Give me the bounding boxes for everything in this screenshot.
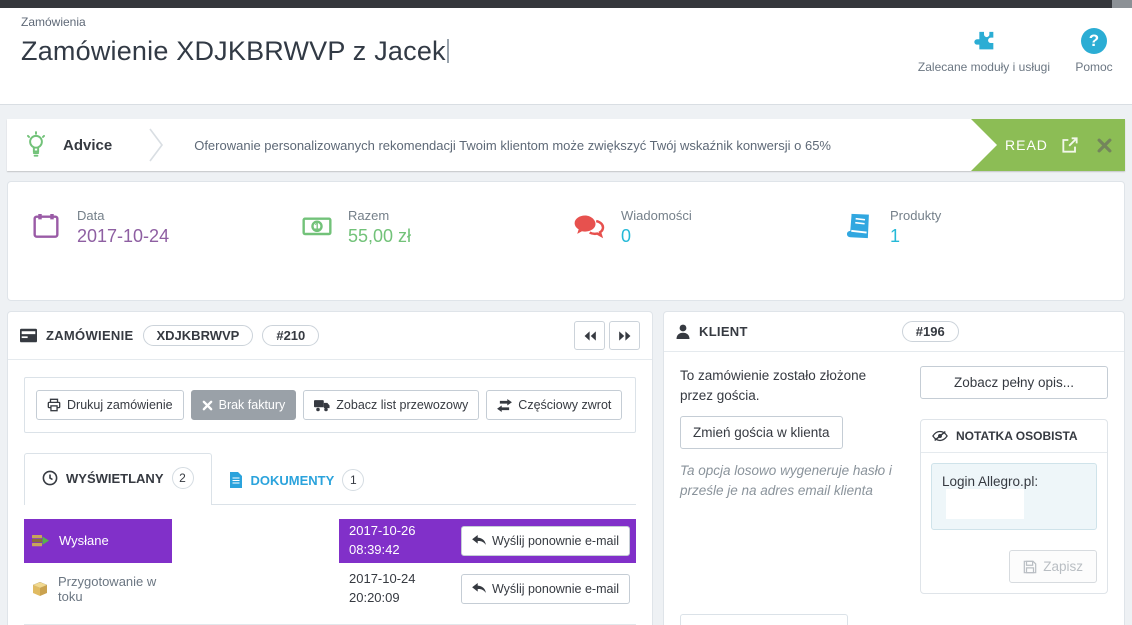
address-tabs: ADRES WYSYŁKI ADRES ROZLICZENIOWY <box>680 614 1124 625</box>
lightbulb-icon <box>23 130 49 160</box>
note-selection-highlight <box>946 489 1024 519</box>
swap-arrows-icon <box>497 398 513 412</box>
customer-panel-body: To zamówienie zostało złożone przez gośc… <box>664 352 1124 594</box>
x-mark-icon <box>202 400 213 411</box>
scrollbar[interactable] <box>1112 0 1132 8</box>
status-date: 2017-10-24 20:20:09 <box>349 570 416 605</box>
document-icon <box>229 472 243 488</box>
tab-count-badge: 1 <box>342 469 365 491</box>
personal-note-panel: NOTATKA OSOBISTA Login Allegro.pl: <box>920 419 1108 594</box>
kpi-messages: Wiadomości 0 <box>572 208 843 300</box>
eye-slash-icon <box>932 430 948 442</box>
book-icon <box>843 210 875 242</box>
advice-banner-left: Advice Oferowanie personalizowanych reko… <box>7 119 997 171</box>
kpi-label: Data <box>77 208 105 223</box>
customer-id-badge: #196 <box>901 321 959 342</box>
resend-email-button[interactable]: Wyślij ponownie e-mail <box>460 573 630 604</box>
top-bar <box>0 0 1132 8</box>
order-tabs: WYŚWIETLANY 2 DOKUMENTY 1 <box>24 453 636 505</box>
tab-documents[interactable]: DOKUMENTY 1 <box>212 456 382 504</box>
advice-message: Oferowanie personalizowanych rekomendacj… <box>194 137 831 153</box>
kpi-date: Data 2017-10-24 <box>30 208 301 300</box>
kpi-total: 1 Razem 55,00 zł <box>301 208 572 300</box>
kpi-label: Wiadomości <box>621 208 692 223</box>
help-button[interactable]: ? Pomoc <box>1064 24 1124 74</box>
status-row-shipped: Wysłane 2017-10-26 08:39:42 Wyślij pono <box>24 519 636 563</box>
partial-refund-button[interactable]: Częściowy zwrot <box>486 390 623 420</box>
calendar-icon <box>30 210 62 242</box>
kpi-value: 2017-10-24 <box>77 226 170 246</box>
page-title: Zamówienie XDJKBRWVP z Jacek <box>21 36 1122 67</box>
status-detail-cell: 2017-10-26 08:39:42 Wyślij ponownie e-ma… <box>339 519 636 563</box>
person-icon <box>676 324 690 339</box>
kpi-label: Razem <box>348 208 390 223</box>
messages-icon <box>572 210 606 242</box>
reply-arrow-icon <box>472 534 486 547</box>
order-card-icon <box>20 328 37 343</box>
header-tools: Zalecane moduły i usługi ? Pomoc <box>912 24 1124 74</box>
convert-guest-button[interactable]: Zmień gościa w klienta <box>680 415 843 449</box>
print-order-button[interactable]: Drukuj zamówienie <box>36 390 184 420</box>
kpi-products: Produkty 1 <box>843 208 1114 300</box>
help-icon: ? <box>1070 24 1118 54</box>
tab-status[interactable]: WYŚWIETLANY 2 <box>24 453 212 505</box>
no-invoice-badge: Brak faktury <box>190 390 297 420</box>
personal-note-textarea[interactable]: Login Allegro.pl: <box>931 463 1097 530</box>
customer-panel-title: KLIENT <box>699 324 748 339</box>
resend-email-button[interactable]: Wyślij ponownie e-mail <box>460 525 630 556</box>
order-panel: ZAMÓWIENIE XDJKBRWVP #210 D <box>7 311 653 625</box>
personal-note-header: NOTATKA OSOBISTA <box>921 420 1107 453</box>
breadcrumb[interactable]: Zamówienia <box>21 15 86 29</box>
status-detail-cell: 2017-10-24 20:20:09 Wyślij ponownie e-ma… <box>339 567 636 611</box>
delivery-slip-button[interactable]: Zobacz list przewozowy <box>303 390 480 420</box>
save-note-button[interactable]: Zapisz <box>1009 550 1097 583</box>
status-date: 2017-10-26 08:39:42 <box>349 523 416 557</box>
puzzle-icon <box>918 24 1050 54</box>
clock-icon <box>42 470 58 486</box>
truck-icon <box>314 399 330 412</box>
status-label-cell: Przygotowanie w toku <box>24 567 172 611</box>
page-header: Zamówienia Zamówienie XDJKBRWVP z Jacek … <box>0 8 1132 105</box>
order-panel-title: ZAMÓWIENIE <box>46 328 134 343</box>
kpi-value: 0 <box>621 226 632 246</box>
status-row-preparation: Przygotowanie w toku 2017-10-24 20:20:09 <box>24 567 636 611</box>
tab-shipping-address[interactable]: ADRES WYSYŁKI <box>680 614 849 625</box>
order-status-table: Wysłane 2017-10-26 08:39:42 Wyślij pono <box>24 519 636 610</box>
advice-label: Advice <box>63 136 113 154</box>
package-icon <box>32 581 48 597</box>
previous-order-button[interactable] <box>574 321 605 350</box>
external-link-icon[interactable] <box>1060 135 1080 155</box>
recommended-modules-button[interactable]: Zalecane moduły i usługi <box>912 24 1056 74</box>
chevron-right-icon <box>146 123 166 167</box>
money-icon: 1 <box>301 210 333 242</box>
order-toolbar: Drukuj zamówienie Brak faktury Zobacz li… <box>24 377 636 433</box>
advice-banner-right: READ <box>971 119 1125 171</box>
kpi-row: Data 2017-10-24 1 Razem 55,00 zł <box>7 181 1125 301</box>
shipped-truck-icon <box>32 533 49 548</box>
next-order-button[interactable] <box>609 321 640 350</box>
close-icon[interactable] <box>1097 138 1112 153</box>
svg-text:1: 1 <box>314 221 319 231</box>
kpi-label: Produkty <box>890 208 942 223</box>
view-full-details-button[interactable]: Zobacz pełny opis... <box>920 366 1108 399</box>
customer-panel: KLIENT #196 To zamówienie zostało złożon… <box>663 311 1125 625</box>
advice-read-link[interactable]: READ <box>1005 137 1048 153</box>
floppy-disk-icon <box>1023 560 1037 574</box>
customer-panel-header: KLIENT #196 <box>664 312 1124 352</box>
kpi-value: 1 <box>890 226 901 246</box>
order-id-badge: #210 <box>262 325 320 346</box>
text-cursor <box>446 39 449 63</box>
advice-banner: Advice Oferowanie personalizowanych reko… <box>7 119 1125 171</box>
guest-order-text: To zamówienie zostało złożone przez gośc… <box>680 368 867 404</box>
printer-icon <box>47 398 61 412</box>
order-panel-header: ZAMÓWIENIE XDJKBRWVP #210 <box>8 312 652 360</box>
convert-guest-hint: Ta opcja losowo wygeneruje hasło i prześ… <box>680 462 892 498</box>
reply-arrow-icon <box>472 582 486 595</box>
status-label-cell: Wysłane <box>24 519 172 563</box>
tab-billing-address[interactable]: ADRES ROZLICZENIOWY <box>848 616 1062 625</box>
order-reference-badge: XDJKBRWVP <box>142 325 254 346</box>
kpi-value: 55,00 zł <box>348 226 412 246</box>
tab-count-badge: 2 <box>171 467 194 489</box>
